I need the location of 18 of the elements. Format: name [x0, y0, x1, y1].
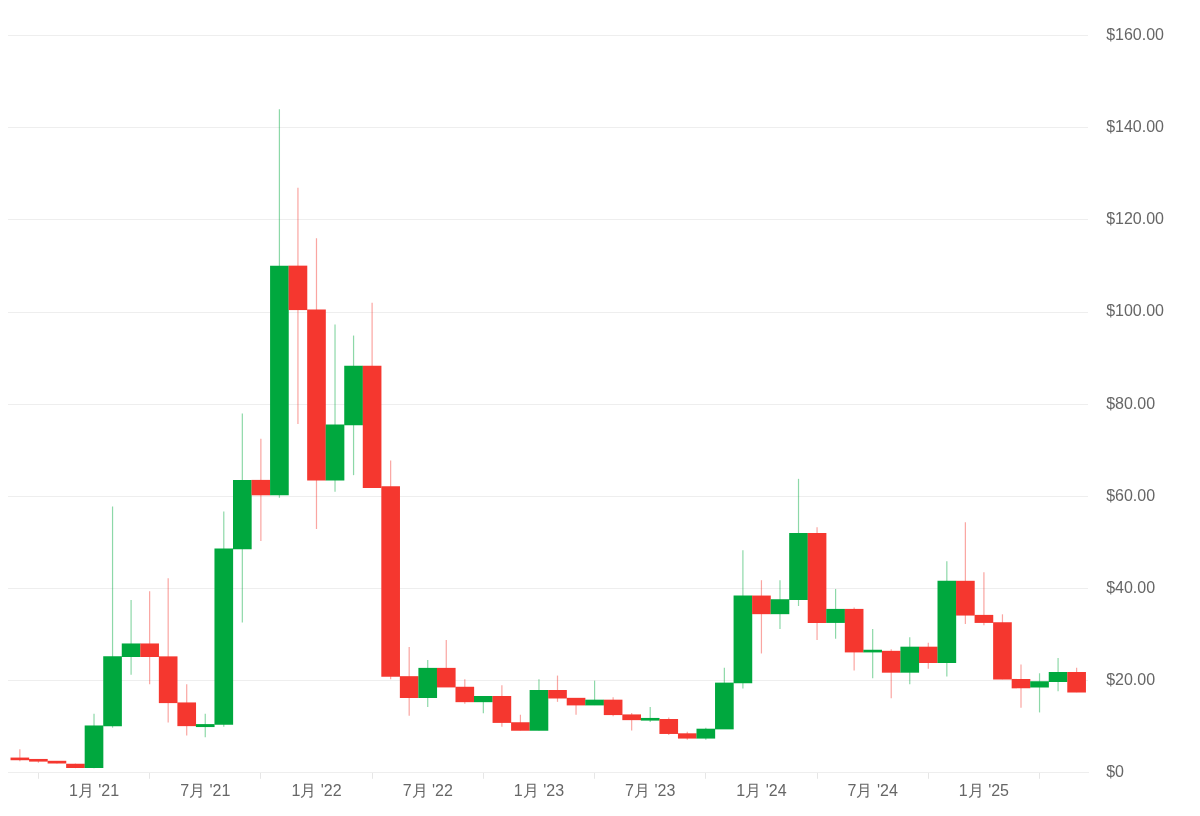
y-tick-label: $60.00 — [1106, 486, 1156, 504]
x-tick-label: 7月 '23 — [625, 781, 676, 799]
x-tick-label: 1月 '21 — [68, 781, 120, 799]
y-tick-label: $120.00 — [1106, 210, 1165, 228]
x-tick-label: 1月 '23 — [513, 781, 565, 799]
y-tick-label: $20.00 — [1106, 671, 1156, 689]
x-tick-label: 1月 '22 — [291, 781, 342, 799]
y-tick-label: $160.00 — [1106, 26, 1165, 44]
y-tick-label: $40.00 — [1106, 578, 1156, 596]
y-tick-label: $80.00 — [1106, 394, 1156, 412]
x-tick-label: 7月 '24 — [847, 781, 898, 799]
x-tick-label: 1月 '24 — [736, 781, 787, 799]
y-tick-label: $0 — [1106, 763, 1125, 781]
y-tick-label: $100.00 — [1106, 302, 1165, 320]
x-tick-label: 1月 '25 — [958, 781, 1010, 799]
y-tick-label: $140.00 — [1106, 118, 1165, 136]
x-tick-label: 7月 '21 — [180, 781, 231, 799]
x-tick-label: 7月 '22 — [402, 781, 453, 799]
